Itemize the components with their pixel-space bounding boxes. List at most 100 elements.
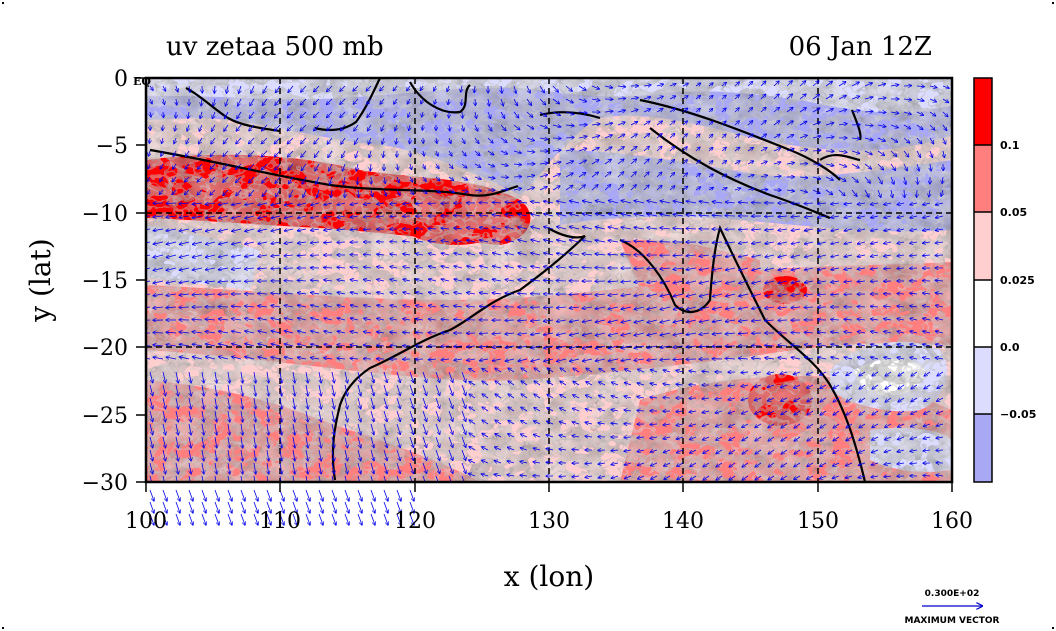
wind-vector <box>570 201 580 203</box>
wind-vector <box>213 98 215 106</box>
wind-vector <box>643 97 651 99</box>
wind-vector <box>500 164 508 166</box>
wind-vector <box>910 216 918 218</box>
wind-vector <box>173 163 177 169</box>
wind-vector <box>368 137 371 144</box>
wind-vector <box>864 176 870 183</box>
wind-vector <box>647 228 658 229</box>
wind-vector <box>305 489 310 501</box>
wind-vector <box>410 163 412 169</box>
wind-vector <box>172 176 177 182</box>
wind-vector <box>226 85 228 93</box>
wind-vector <box>526 138 534 141</box>
wind-vector <box>569 294 580 295</box>
wind-vector <box>942 98 949 103</box>
wind-vector <box>289 189 294 197</box>
wind-vector <box>752 229 762 230</box>
wind-vector <box>214 489 219 501</box>
wind-vector <box>518 214 528 216</box>
wind-vector <box>712 202 723 203</box>
wind-vector <box>236 124 242 131</box>
wind-vector <box>199 124 202 131</box>
y-tick-label: −25 <box>82 404 128 429</box>
wind-vector <box>669 186 675 191</box>
wind-vector <box>166 216 177 217</box>
wind-vector <box>461 163 467 168</box>
wind-vector <box>340 111 346 118</box>
wind-vector <box>462 124 464 131</box>
wind-vector <box>390 216 398 217</box>
wind-vector <box>825 164 834 166</box>
wind-vector <box>812 108 820 113</box>
wind-vector <box>673 228 684 229</box>
wind-vector <box>201 489 206 501</box>
wind-vector <box>773 107 779 113</box>
wind-vector <box>423 163 425 169</box>
wind-vector <box>552 162 561 164</box>
wind-vector <box>301 150 307 157</box>
wind-vector <box>245 216 255 218</box>
wind-vector <box>673 214 684 216</box>
wind-vector <box>314 98 320 105</box>
wind-vector <box>337 242 346 243</box>
wind-vector <box>288 163 294 170</box>
wind-vector <box>185 189 190 195</box>
wind-vector <box>539 124 547 128</box>
wind-vector <box>329 163 333 171</box>
wind-vector <box>760 189 768 190</box>
wind-vector <box>682 173 687 178</box>
wind-vector <box>812 164 821 165</box>
wind-vector <box>448 98 449 105</box>
wind-vector <box>747 82 753 87</box>
wind-vector <box>552 111 560 115</box>
wind-vector <box>726 202 736 203</box>
wind-vector <box>539 187 547 191</box>
wind-vector <box>441 228 450 229</box>
wind-vector <box>552 98 559 104</box>
wind-vector <box>188 501 193 513</box>
wind-vector <box>583 227 593 229</box>
wind-vector <box>163 124 164 131</box>
wind-vector <box>249 124 255 131</box>
wind-vector <box>467 228 476 229</box>
wind-vector <box>916 99 924 101</box>
wind-vector <box>223 189 229 195</box>
wind-vector <box>591 160 599 165</box>
wind-vector <box>369 150 371 158</box>
wind-vector <box>786 94 792 100</box>
wind-vector <box>147 189 150 194</box>
wind-vector <box>825 189 833 195</box>
wind-vector <box>287 124 294 131</box>
wind-vector <box>249 163 255 170</box>
wind-vector <box>298 216 307 218</box>
wind-vector <box>851 110 860 112</box>
wind-vector <box>275 176 281 183</box>
wind-vector <box>223 150 229 156</box>
wind-vector <box>864 83 872 87</box>
wind-vector <box>877 189 881 197</box>
wind-vector <box>160 163 163 169</box>
wind-vector <box>591 185 598 191</box>
wind-vector <box>505 227 515 229</box>
wind-vector <box>621 214 632 216</box>
wind-vector <box>647 201 658 204</box>
wind-vector <box>343 163 346 171</box>
wind-vector <box>311 229 320 231</box>
wind-vector <box>747 161 754 164</box>
wind-vector <box>240 513 245 525</box>
wind-vector <box>396 137 397 144</box>
wind-vector <box>643 109 650 113</box>
wind-vector <box>397 163 398 170</box>
wind-vector <box>838 124 847 125</box>
wind-vector <box>435 176 440 181</box>
wind-vector <box>311 203 320 205</box>
wind-vector <box>327 111 333 118</box>
wind-vector <box>390 242 398 243</box>
wind-vector <box>595 214 606 217</box>
wind-vector <box>669 121 675 126</box>
wind-vector <box>708 174 713 177</box>
wind-vector <box>383 150 384 157</box>
wind-vector <box>936 216 944 218</box>
wind-vector <box>253 513 258 525</box>
wind-vector <box>487 150 494 155</box>
